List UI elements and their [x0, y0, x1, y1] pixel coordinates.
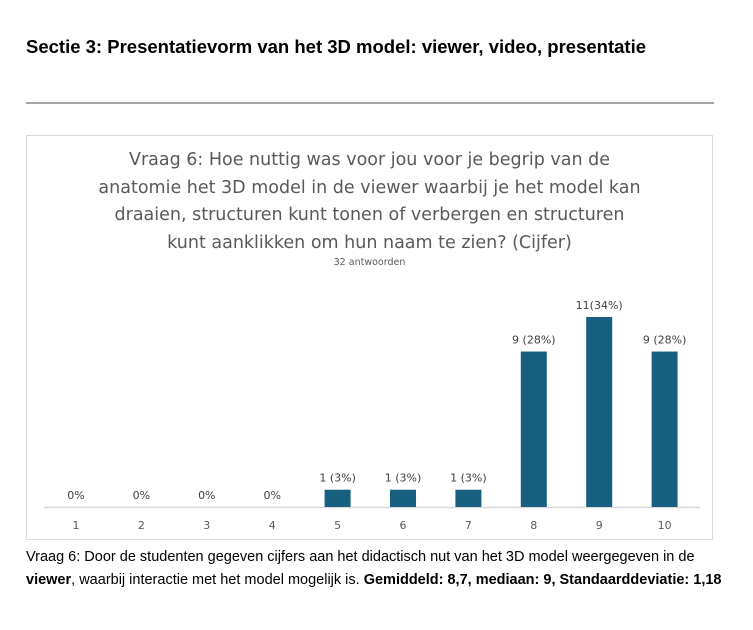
x-tick-label: 1 [73, 519, 80, 532]
data-label: 1 (3%) [385, 472, 422, 485]
data-label: 1 (3%) [319, 472, 356, 485]
x-tick-label: 7 [465, 519, 472, 532]
caption-text: Vraag 6: Door de studenten gegeven cijfe… [26, 549, 695, 565]
data-label: 11(34%) [576, 299, 623, 312]
x-tick-label: 9 [596, 519, 603, 532]
data-label: 0% [67, 489, 84, 502]
bar [390, 489, 416, 507]
bar [324, 489, 351, 507]
caption-stats: Gemiddeld: 8,7, mediaan: 9, Standaarddev… [363, 572, 722, 588]
chart-title-line: draaien, structuren kunt tonen of verber… [114, 205, 625, 225]
section-heading: Sectie 3: Presentatievorm van het 3D mod… [26, 36, 646, 57]
x-tick-label: 2 [138, 519, 145, 532]
bar [651, 351, 678, 507]
chart-title-line: kunt aanklikken om hun naam te zien? (Ci… [167, 232, 572, 253]
data-label: 0% [198, 489, 215, 502]
x-tick-label: 3 [203, 519, 210, 532]
x-tick-label: 8 [530, 519, 537, 532]
chart-title-line: Vraag 6: Hoe nuttig was voor jou voor je… [128, 150, 611, 170]
chart-title-line: anatomie het 3D model in de viewer waarb… [98, 177, 641, 198]
divider [26, 102, 714, 104]
bar [455, 489, 482, 507]
x-tick-label: 10 [658, 519, 672, 532]
x-tick-label: 6 [400, 519, 407, 532]
caption-text: , waarbij interactie met het model mogel… [71, 572, 364, 588]
data-label: 0% [133, 489, 150, 502]
data-label: 9 (28%) [512, 334, 556, 347]
chart-title: Vraag 6: Hoe nuttig was voor jou voor je… [26, 147, 713, 257]
x-tick-label: 4 [269, 519, 276, 532]
data-label: 0% [263, 489, 280, 502]
chart-subtitle: 32 antwoorden [333, 257, 406, 268]
bar [520, 351, 547, 507]
x-tick-label: 5 [334, 519, 341, 532]
figure-caption: Vraag 6: Door de studenten gegeven cijfe… [26, 546, 726, 592]
data-label: 9 (28%) [643, 334, 687, 347]
caption-bold: viewer [26, 572, 72, 588]
bar [586, 317, 613, 507]
data-label: 1 (3%) [450, 472, 487, 485]
chart-frame [26, 135, 713, 540]
